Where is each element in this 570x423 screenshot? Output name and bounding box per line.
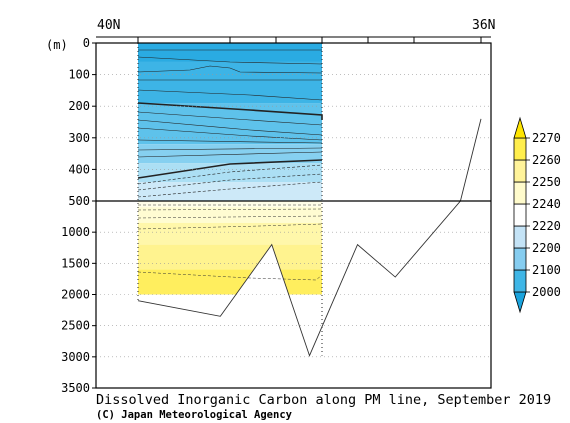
field-band-lower [138,222,322,245]
field-band-lower [138,207,322,223]
contour-line [137,89,323,101]
colorbar-label: 2220 [532,219,561,233]
colorbar-min-arrow [513,291,527,314]
seafloor-mask [138,118,491,388]
colorbar-segment [513,247,527,271]
y-tick-label: 2000 [61,288,90,302]
colorbar-label: 2000 [532,285,561,299]
contour-line [137,181,323,198]
y-tick-label: 200 [68,99,90,113]
station-lines [137,43,323,356]
contour-line [137,119,323,136]
y-tick-label: 2500 [61,319,90,333]
chart-title: Dissolved Inorganic Carbon along PM line… [96,392,551,408]
credit-text: (C) Japan Meteorological Agency [96,409,293,421]
colorbar: 2000 2100 2200 2220 2240 2250 2260 2270 [513,116,561,314]
contour-line [137,56,323,65]
field-band-upper [138,61,322,104]
colorbar-segment [513,181,527,205]
y-tick-label: 0 [83,36,90,50]
colorbar-max-arrow [513,116,527,139]
x-label-left: 40N [97,18,120,33]
contour-line [137,111,323,126]
contour-line [137,65,323,74]
field-band-upper [138,182,322,201]
colorbar-label: 2250 [532,175,561,189]
contour-line-lower [137,208,323,211]
contour-line [137,127,323,141]
colorbar-segment [513,137,527,161]
y-tick-label: 3000 [61,350,90,364]
colorbar-label: 2260 [532,153,561,167]
contour-line-lower [137,215,323,219]
field-band-upper [138,103,322,145]
contour-line-lower [137,223,323,230]
x-label-right: 36N [472,18,495,33]
y-tick-label: 300 [68,131,90,145]
contour-line [137,173,323,191]
y-tick-label: 3500 [61,381,90,395]
field-band-lower [138,244,322,270]
y-axis: 0 100 200 300 400 500 1000 1500 2000 2500 3000 3500 [61,36,96,395]
y-tick-label: 500 [68,194,90,208]
colorbar-segment [513,203,527,227]
y-tick-label: 1500 [61,256,90,270]
field-band-upper [138,144,322,164]
colorbar-label: 2200 [532,241,561,255]
colorbar-segment [513,159,527,183]
colorbar-segment [513,225,527,249]
bottom-topography-line [137,118,482,357]
contour-line [137,147,323,151]
y-unit-label: (m) [46,38,68,52]
plot-frame [95,42,492,389]
contour-line [137,151,323,158]
contour-lines [137,49,323,281]
colorbar-label: 2240 [532,197,561,211]
contour-line [137,102,323,120]
top-axis [96,36,491,43]
dic-field [138,43,491,388]
contour-line [137,139,323,144]
y-tick-label: 400 [68,162,90,176]
field-band-upper [138,43,322,62]
colorbar-label: 2100 [532,263,561,277]
field-band-lower [138,201,322,208]
y-tick-label: 1000 [61,225,90,239]
colorbar-label: 2270 [532,131,561,145]
contour-line [137,164,323,185]
contour-line [137,159,323,179]
colorbar-segment [513,269,527,293]
field-band-upper [138,163,322,183]
y-tick-label: 100 [68,68,90,82]
